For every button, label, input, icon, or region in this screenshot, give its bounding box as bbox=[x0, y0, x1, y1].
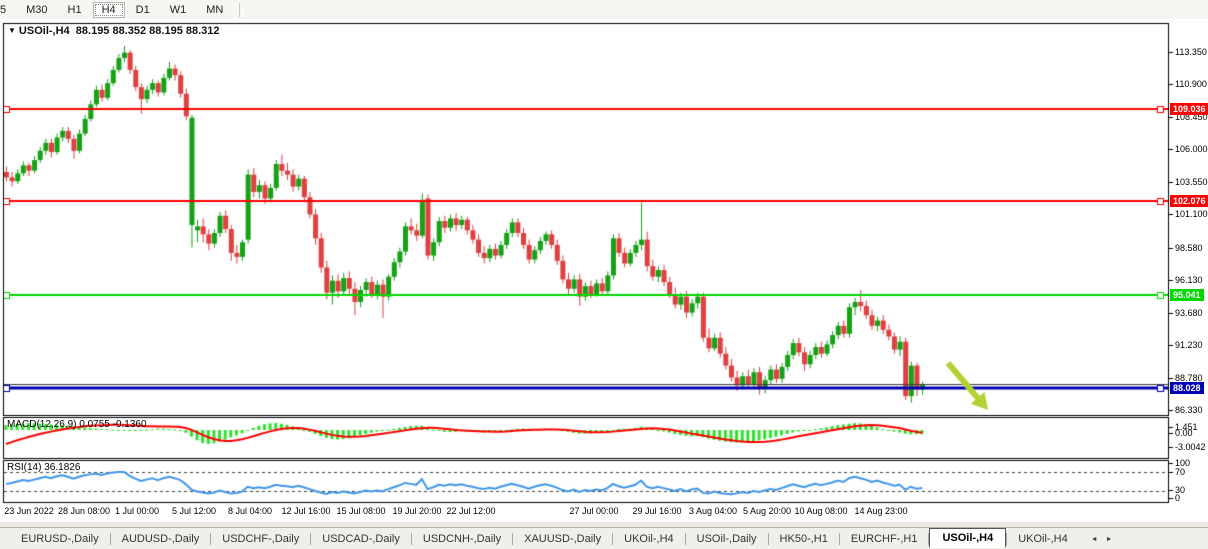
tab-separator bbox=[512, 533, 514, 545]
tab-scroll-right-button[interactable]: ► bbox=[1105, 535, 1113, 543]
timeframe-button-mn[interactable]: MN bbox=[206, 3, 224, 16]
tab-separator bbox=[1006, 533, 1008, 545]
tab-separator bbox=[310, 533, 312, 545]
tab-usdcnh-daily[interactable]: USDCNH-,Daily bbox=[422, 533, 502, 545]
tab-separator bbox=[767, 533, 769, 545]
timeframe-button-h4[interactable]: H4 bbox=[92, 1, 125, 18]
tab-ukoil-h4[interactable]: UKOil-,H4 bbox=[1018, 533, 1068, 545]
tab-separator bbox=[838, 533, 840, 545]
timeframe-button-w1[interactable]: W1 bbox=[169, 3, 187, 16]
tab-usdcad-daily[interactable]: USDCAD-,Daily bbox=[322, 533, 400, 545]
price-chart-canvas[interactable] bbox=[0, 19, 1208, 522]
tab-xauusd-daily[interactable]: XAUUSD-,Daily bbox=[524, 533, 602, 545]
tab-separator bbox=[210, 533, 212, 545]
timeframe-button-m30[interactable]: M30 bbox=[26, 3, 48, 16]
timeframe-button-5[interactable]: 5 bbox=[0, 3, 7, 16]
tab-eurchf-h1[interactable]: EURCHF-,H1 bbox=[850, 533, 918, 545]
timeframe-toolbar: 5 M30 H1 H4 D1 W1 MN bbox=[0, 0, 1208, 20]
tab-separator bbox=[410, 533, 412, 545]
tab-audusd-daily[interactable]: AUDUSD-,Daily bbox=[121, 533, 200, 545]
tab-separator bbox=[612, 533, 614, 545]
tab-separator bbox=[109, 533, 111, 545]
tab-eurusd-daily[interactable]: EURUSD-,Daily bbox=[21, 533, 99, 545]
tab-usoil-h4[interactable]: USOil-,H4 bbox=[929, 528, 1007, 548]
tab-separator bbox=[928, 533, 930, 545]
tab-usoil-daily[interactable]: USOil-,Daily bbox=[696, 533, 757, 545]
tab-usdchf-daily[interactable]: USDCHF-,Daily bbox=[222, 533, 300, 545]
tab-separator bbox=[684, 533, 686, 545]
tab-hk50-h1[interactable]: HK50-,H1 bbox=[779, 533, 828, 545]
tab-ukoil-h4[interactable]: UKOil-,H4 bbox=[624, 533, 674, 545]
tab-scroll-left-button[interactable]: ◄ bbox=[1090, 535, 1098, 543]
timeframe-button-h1[interactable]: H1 bbox=[67, 3, 82, 16]
tabbar-spacer bbox=[0, 522, 1208, 527]
symbol-tab-bar: EURUSD-,Daily AUDUSD-,Daily USDCHF-,Daily U… bbox=[0, 527, 1208, 549]
toolbar-divider bbox=[239, 2, 244, 17]
timeframe-button-d1[interactable]: D1 bbox=[135, 3, 150, 16]
